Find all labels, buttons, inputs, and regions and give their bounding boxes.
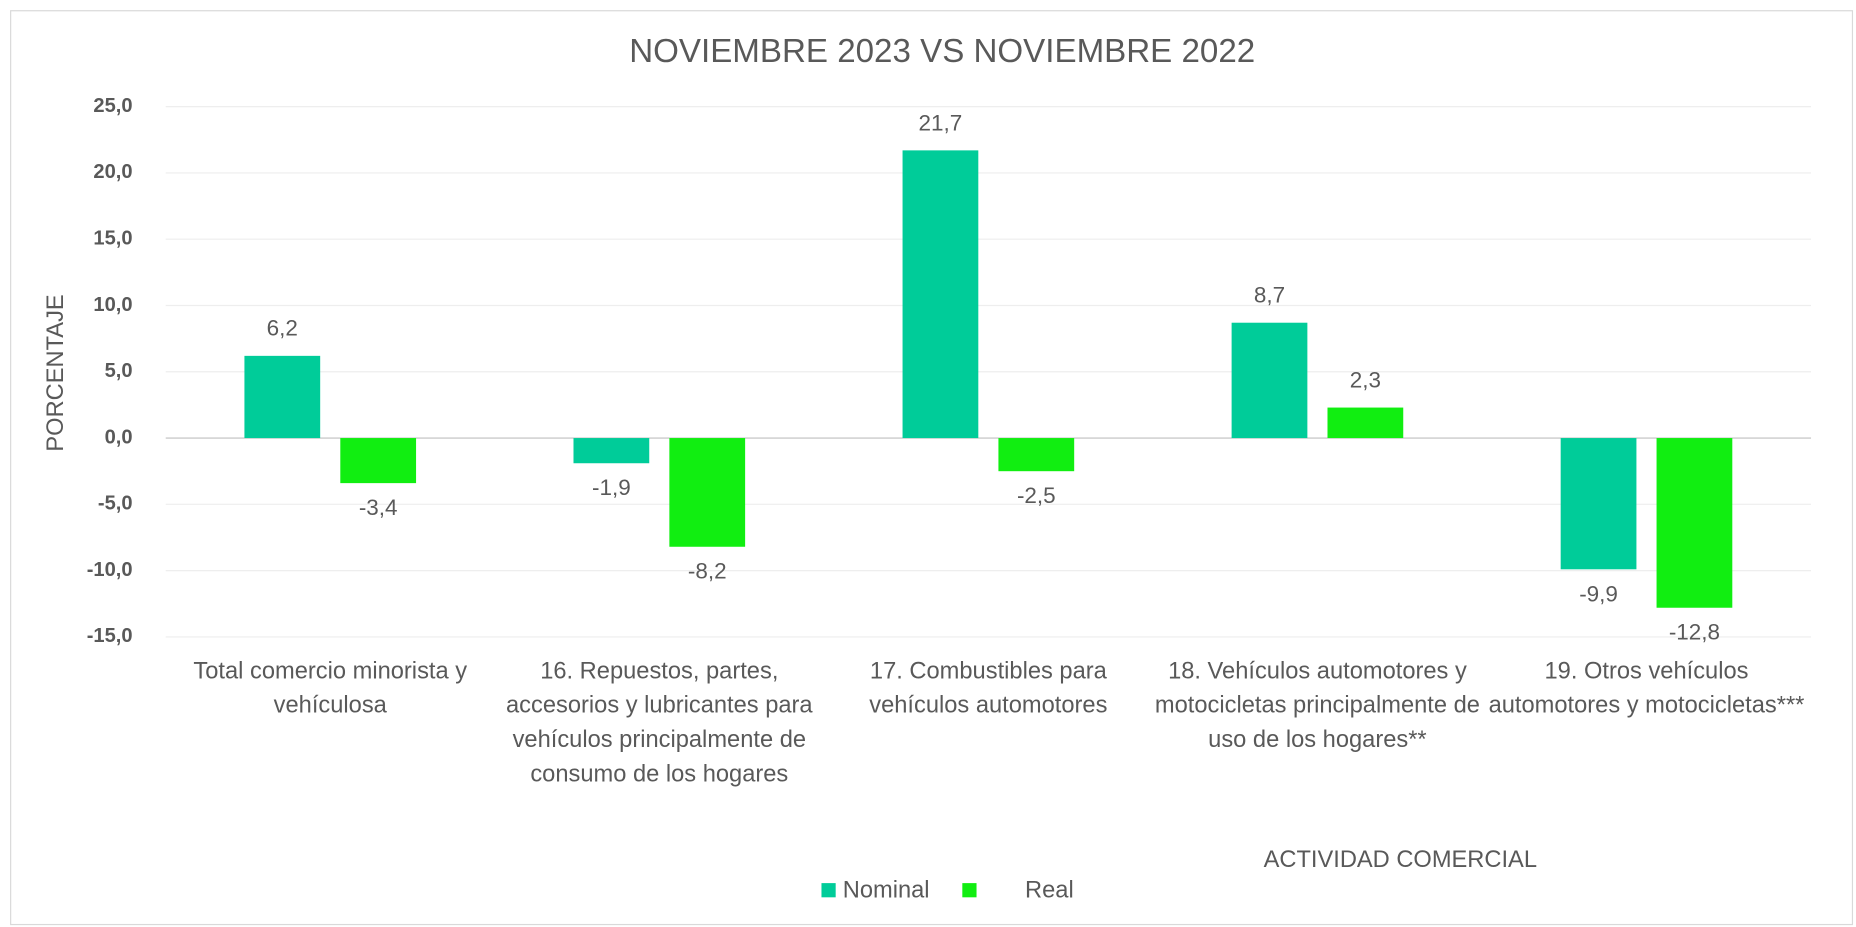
- y-tick-label: 15,0: [93, 228, 132, 250]
- legend-label: Real: [1025, 878, 1074, 904]
- bar: [1656, 438, 1733, 608]
- data-label: -12,8: [1669, 620, 1720, 645]
- x-tick-label: Total comercio minorista y vehículosa: [193, 658, 468, 719]
- y-tick-label: 5,0: [105, 360, 133, 382]
- bar: [669, 438, 746, 547]
- data-label: 21,7: [919, 110, 963, 135]
- data-label: 2,3: [1350, 367, 1381, 392]
- y-tick-label: 20,0: [93, 161, 132, 183]
- x-tick-label: 17. Combustibles para vehículos automoto…: [869, 658, 1108, 719]
- y-tick-label: 25,0: [93, 95, 132, 117]
- bar: [340, 438, 417, 484]
- x-tick-label-box: 16. Repuestos, partes, accesorios y lubr…: [506, 658, 813, 788]
- x-tick-label-box: 18. Vehículos automotores y motocicletas…: [1154, 658, 1480, 753]
- legend-swatch: [821, 883, 836, 898]
- y-tick-label: 0,0: [105, 426, 133, 448]
- chart-title: NOVIEMBRE 2023 VS NOVIEMBRE 2022: [629, 33, 1255, 70]
- x-tick-label-box: Total comercio minorista y vehículosa: [193, 658, 468, 719]
- bar: [1231, 322, 1308, 439]
- bar: [1327, 407, 1404, 439]
- y-axis-label: PORCENTAJE: [43, 294, 69, 451]
- legend-swatch: [962, 883, 977, 898]
- data-label: 6,2: [267, 316, 298, 341]
- x-tick-label: 18. Vehículos automotores y motocicletas…: [1154, 658, 1480, 753]
- data-label: -9,9: [1579, 581, 1618, 606]
- x-tick-label-box: 19. Otros vehículos automotores y motoci…: [1488, 658, 1805, 719]
- legend-label: Nominal: [843, 878, 930, 904]
- bar: [1560, 438, 1637, 570]
- y-tick-label: -10,0: [87, 559, 133, 581]
- data-label: -8,2: [688, 559, 727, 584]
- bar: [573, 438, 650, 464]
- bar: [244, 355, 321, 439]
- data-label: 8,7: [1254, 283, 1285, 308]
- y-tick-label: -5,0: [98, 493, 133, 515]
- data-label: -3,4: [359, 495, 398, 520]
- x-tick-label: 19. Otros vehículos automotores y motoci…: [1488, 658, 1805, 719]
- bar: [902, 150, 979, 439]
- bar: [998, 438, 1075, 472]
- data-label: -1,9: [592, 475, 631, 500]
- data-label: -2,5: [1017, 483, 1056, 508]
- y-tick-label: 10,0: [93, 294, 132, 316]
- x-tick-label-box: 17. Combustibles para vehículos automoto…: [869, 658, 1108, 719]
- x-tick-label: 16. Repuestos, partes, accesorios y lubr…: [506, 658, 813, 788]
- x-axis-label: ACTIVIDAD COMERCIAL: [1264, 847, 1537, 873]
- y-tick-label: -15,0: [87, 625, 133, 647]
